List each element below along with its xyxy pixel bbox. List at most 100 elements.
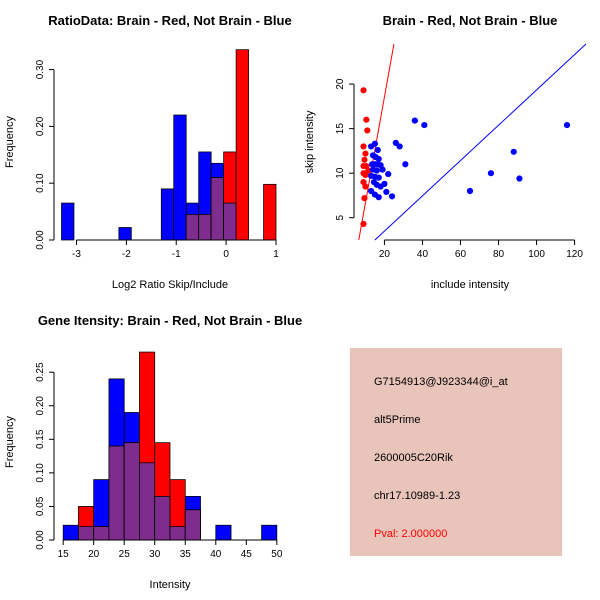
chart-title: Brain - Red, Not Brain - Blue	[383, 13, 558, 28]
bar-overlap	[198, 214, 212, 241]
data-point	[361, 156, 368, 163]
points-brain	[360, 87, 372, 228]
y-axis-label: skip intensity	[304, 110, 316, 173]
data-point	[487, 170, 495, 177]
data-point	[383, 188, 390, 195]
histogram-bars	[62, 351, 278, 541]
x-tick-label: -3	[72, 249, 81, 260]
bar-not-brain	[61, 202, 75, 241]
data-point	[563, 121, 571, 129]
x-tick-label: -1	[172, 249, 181, 260]
bar-overlap	[139, 462, 156, 541]
x-tick-label: 80	[493, 249, 505, 260]
data-point	[510, 148, 517, 155]
x-tick-label: 100	[528, 249, 545, 260]
bar-overlap	[169, 526, 186, 541]
data-point	[360, 220, 367, 228]
info-location: chr17.10989-1.23	[374, 490, 461, 502]
data-point	[379, 166, 386, 173]
data-point	[365, 167, 372, 174]
bar-overlap	[78, 526, 95, 541]
data-point	[362, 150, 369, 157]
bar-brain	[235, 49, 249, 241]
x-tick-label: 15	[58, 549, 70, 560]
x-tick-label: 50	[271, 549, 283, 560]
intensity-scatter-chart: Brain - Red, Not Brain - Blue include in…	[304, 13, 587, 291]
plot-area: 15 20 25 30 35 40 45 50 0.00 0.05 0.10 0.15 0.20 0.25	[35, 351, 283, 560]
data-point	[375, 174, 382, 181]
bar-not-brain	[173, 114, 187, 241]
x-tick-label: 20	[88, 549, 100, 560]
x-tick-label: 40	[210, 549, 222, 560]
y-axis-label: Frequency	[4, 416, 16, 468]
panel-info: G7154913@J923344@i_at alt5Prime 2600005C…	[300, 300, 600, 600]
x-tick-label: 25	[119, 549, 131, 560]
bar-not-brain	[62, 524, 79, 541]
y-tick-label: 10	[335, 167, 346, 179]
panel-gene-intensity-histogram: Gene Itensity: Brain - Red, Not Brain - …	[0, 300, 302, 600]
x-tick-label: 45	[241, 549, 253, 560]
bar-not-brain	[215, 524, 232, 541]
data-point	[421, 121, 428, 129]
chart-title: Gene Itensity: Brain - Red, Not Brain - …	[38, 313, 302, 328]
data-point	[516, 175, 523, 182]
info-pval: Pval: 2.000000	[374, 528, 448, 540]
bar-overlap	[223, 202, 237, 241]
data-point	[385, 170, 392, 178]
y-tick-label: 0.00	[35, 230, 46, 250]
x-tick-label: 35	[180, 549, 192, 560]
y-tick-label: 0.00	[35, 530, 46, 550]
data-point	[362, 171, 369, 179]
y-axis-label: Frequency	[4, 116, 16, 168]
bar-not-brain	[160, 188, 175, 241]
data-point	[361, 195, 368, 202]
x-tick-label: 20	[379, 249, 391, 260]
x-tick-label: 40	[417, 249, 429, 260]
bar-overlap	[154, 495, 171, 541]
bar-not-brain	[118, 227, 132, 241]
x-tick-label: 120	[566, 249, 583, 260]
bar-overlap	[108, 445, 125, 541]
data-point	[402, 161, 409, 168]
y-tick-label: 0.20	[35, 116, 46, 136]
x-tick-label: -2	[122, 249, 131, 260]
y-axis: 0.00 0.05 0.10 0.15 0.20 0.25	[35, 362, 55, 550]
gene-intensity-histogram-chart: Gene Itensity: Brain - Red, Not Brain - …	[4, 313, 302, 591]
x-axis: 15 20 25 30 35 40 45 50	[58, 539, 283, 560]
bar-overlap	[185, 214, 200, 241]
data-point	[381, 180, 388, 187]
y-axis: 5 10 15 20	[335, 78, 355, 221]
data-point	[375, 155, 382, 163]
data-point	[360, 87, 367, 94]
data-point	[374, 146, 381, 154]
bar-overlap	[184, 509, 201, 541]
bar-overlap	[93, 526, 110, 541]
data-point	[364, 127, 371, 134]
y-tick-label: 0.10	[35, 173, 46, 193]
data-point	[373, 167, 380, 174]
info-gene-name: 2600005C20Rik	[374, 452, 453, 464]
panel-intensity-scatter: Brain - Red, Not Brain - Blue include in…	[300, 0, 600, 300]
bar-brain	[263, 183, 277, 241]
data-point	[371, 140, 379, 147]
bar-not-brain	[261, 524, 278, 541]
histogram-bars	[61, 49, 277, 241]
points-not_brain	[368, 117, 571, 201]
x-tick-label: 0	[223, 249, 229, 260]
y-tick-label: 0.20	[35, 396, 46, 416]
data-point	[375, 194, 382, 201]
data-point	[396, 143, 403, 150]
x-axis-label: include intensity	[431, 279, 510, 291]
y-tick-label: 5	[335, 215, 346, 221]
info-box: G7154913@J923344@i_at alt5Prime 2600005C…	[350, 348, 562, 556]
data-point	[363, 116, 370, 123]
info-splice-type: alt5Prime	[374, 414, 421, 426]
y-tick-label: 0.05	[35, 496, 46, 516]
plot-area: -3 -2 -1 0 1 0.00 0.10 0.20 0.30	[35, 49, 279, 260]
y-tick-label: 0.10	[35, 463, 46, 483]
data-point	[411, 117, 418, 124]
y-tick-label: 15	[335, 123, 346, 135]
y-axis: 0.00 0.10 0.20 0.30	[35, 59, 55, 250]
ratio-histogram-chart: RatioData: Brain - Red, Not Brain - Blue…	[4, 13, 292, 291]
